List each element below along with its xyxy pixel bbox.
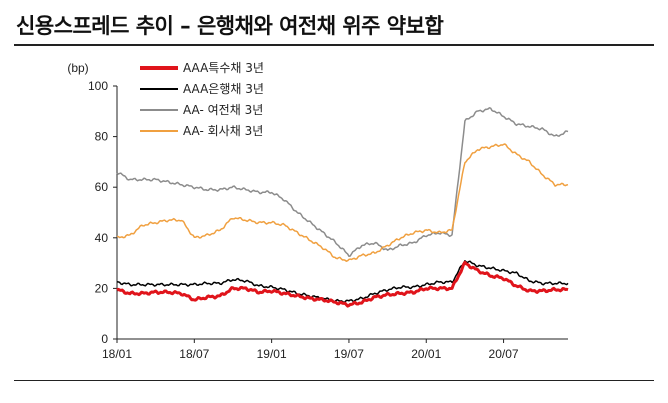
legend-label-0: AAA특수채 3년 — [183, 61, 264, 75]
chart-axes: 0 20 40 60 80 100 18/01 18/07 19/01 19/07 20/01 20/… — [88, 79, 568, 361]
legend-label-2: AA- 여전채 3년 — [183, 103, 263, 117]
y-tick-label: 20 — [95, 281, 109, 295]
x-tick-label: 19/07 — [334, 347, 364, 361]
y-tick-label: 60 — [95, 180, 109, 194]
x-tick-label: 19/01 — [257, 347, 287, 361]
series-line-0 — [116, 260, 569, 308]
title-divider — [14, 44, 654, 46]
x-tick-label: 20/07 — [489, 347, 519, 361]
y-axis-label: (bp) — [67, 61, 88, 75]
series-lines — [116, 107, 569, 308]
series-line-1 — [116, 260, 569, 304]
bottom-divider — [14, 380, 654, 381]
chart-legend: AAA특수채 3년 AAA은행채 3년 AA- 여전채 3년 AA- 회사채 3년 — [140, 61, 264, 138]
series-line-3 — [116, 143, 569, 262]
page-title: 신용스프레드 추이 – 은행채와 여전채 위주 약보합 — [16, 14, 444, 38]
x-tick-label: 18/01 — [102, 347, 132, 361]
x-tick-label: 18/07 — [179, 347, 209, 361]
y-tick-label: 40 — [95, 231, 109, 245]
x-tick-label: 20/01 — [411, 347, 441, 361]
legend-label-1: AAA은행채 3년 — [183, 81, 264, 96]
y-tick-label: 0 — [101, 332, 108, 346]
series-line-2 — [116, 107, 569, 257]
y-tick-label: 80 — [95, 130, 109, 144]
legend-label-3: AA- 회사채 3년 — [183, 124, 263, 138]
y-tick-label: 100 — [88, 79, 108, 93]
